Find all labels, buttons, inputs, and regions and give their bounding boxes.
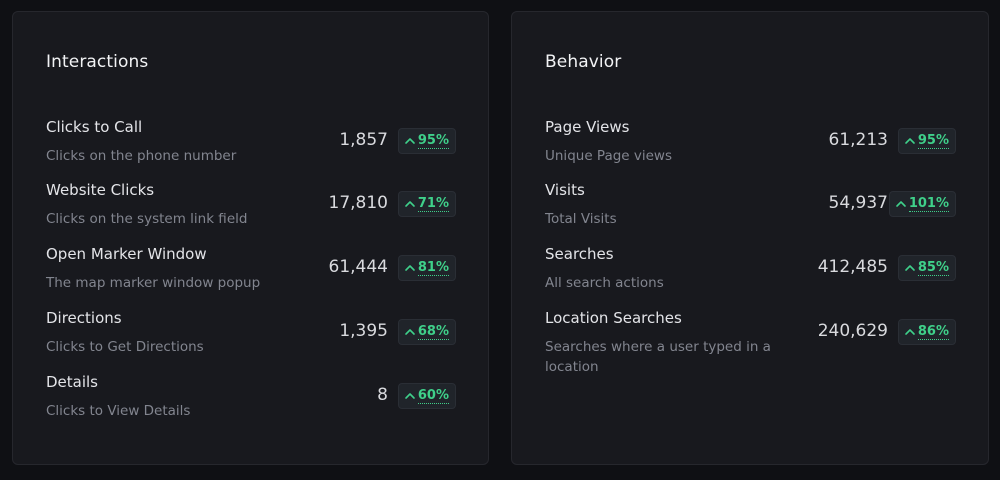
change-percent[interactable]: 81%	[417, 259, 449, 276]
change-percent[interactable]: 95%	[917, 132, 949, 149]
metric-description: Unique Page views	[545, 148, 673, 164]
change-percent[interactable]: 95%	[417, 132, 449, 149]
chevron-up-icon	[404, 326, 416, 338]
metric-row-visits: Visits Total Visits 54,937 101%	[545, 181, 956, 237]
metric-value: 240,629	[817, 321, 888, 341]
metric-description: Searches where a user typed in a locatio…	[545, 339, 771, 375]
metric-row-details: Details Clicks to View Details 8 60%	[46, 373, 456, 429]
change-percent[interactable]: 101%	[908, 195, 949, 212]
behavior-card: Behavior Page Views Unique Page views 61…	[511, 11, 989, 465]
card-title: Interactions	[46, 52, 149, 72]
change-badge: 95%	[397, 128, 456, 154]
metric-row-page-views: Page Views Unique Page views 61,213 95%	[545, 118, 956, 174]
metric-value: 54,937	[828, 193, 888, 213]
metric-row-open-marker-window: Open Marker Window The map marker window…	[46, 245, 456, 301]
chevron-up-icon	[904, 135, 916, 147]
change-badge: 86%	[897, 319, 956, 345]
change-badge: 101%	[888, 191, 956, 217]
chevron-up-icon	[895, 198, 907, 210]
change-percent[interactable]: 86%	[917, 323, 949, 340]
metric-title: Website Clicks	[46, 181, 155, 199]
change-badge: 60%	[397, 383, 456, 409]
metric-description: All search actions	[545, 275, 664, 291]
metric-row-clicks-to-call: Clicks to Call Clicks on the phone numbe…	[46, 118, 456, 174]
metric-row-directions: Directions Clicks to Get Directions 1,39…	[46, 309, 456, 365]
metric-title: Searches	[545, 245, 614, 263]
change-percent[interactable]: 68%	[417, 323, 449, 340]
change-badge: 68%	[397, 319, 456, 345]
metric-title: Page Views	[545, 118, 630, 136]
interactions-card: Interactions Clicks to Call Clicks on th…	[12, 11, 489, 465]
metric-value: 1,395	[339, 321, 388, 341]
change-percent[interactable]: 85%	[917, 259, 949, 276]
metric-value: 17,810	[328, 193, 388, 213]
metric-value: 412,485	[817, 257, 888, 277]
change-badge: 95%	[897, 128, 956, 154]
change-badge: 71%	[397, 191, 456, 217]
metric-description: Clicks on the system link field	[46, 211, 248, 227]
metric-value: 1,857	[339, 130, 388, 150]
metric-description: Clicks to Get Directions	[46, 339, 204, 355]
change-badge: 85%	[897, 255, 956, 281]
metric-description: Clicks on the phone number	[46, 148, 237, 164]
metric-title: Visits	[545, 181, 585, 199]
metric-row-searches: Searches All search actions 412,485 85%	[545, 245, 956, 301]
metric-description: Total Visits	[545, 211, 617, 227]
metric-value: 61,444	[328, 257, 388, 277]
chevron-up-icon	[404, 262, 416, 274]
chevron-up-icon	[404, 198, 416, 210]
change-percent[interactable]: 60%	[417, 387, 449, 404]
metric-description: Clicks to View Details	[46, 403, 191, 419]
metric-row-website-clicks: Website Clicks Clicks on the system link…	[46, 181, 456, 237]
chevron-up-icon	[904, 262, 916, 274]
metric-title: Location Searches	[545, 309, 682, 327]
metric-title: Directions	[46, 309, 122, 327]
metric-title: Clicks to Call	[46, 118, 143, 136]
metric-row-location-searches: Location Searches Searches where a user …	[545, 309, 956, 375]
chevron-up-icon	[404, 390, 416, 402]
card-title: Behavior	[545, 52, 622, 72]
metric-description: The map marker window popup	[46, 275, 261, 291]
change-percent[interactable]: 71%	[417, 195, 449, 212]
chevron-up-icon	[404, 135, 416, 147]
metric-title: Details	[46, 373, 99, 391]
chevron-up-icon	[904, 326, 916, 338]
metric-title: Open Marker Window	[46, 245, 207, 263]
metric-value: 8	[377, 385, 388, 405]
change-badge: 81%	[397, 255, 456, 281]
metric-value: 61,213	[828, 130, 888, 150]
